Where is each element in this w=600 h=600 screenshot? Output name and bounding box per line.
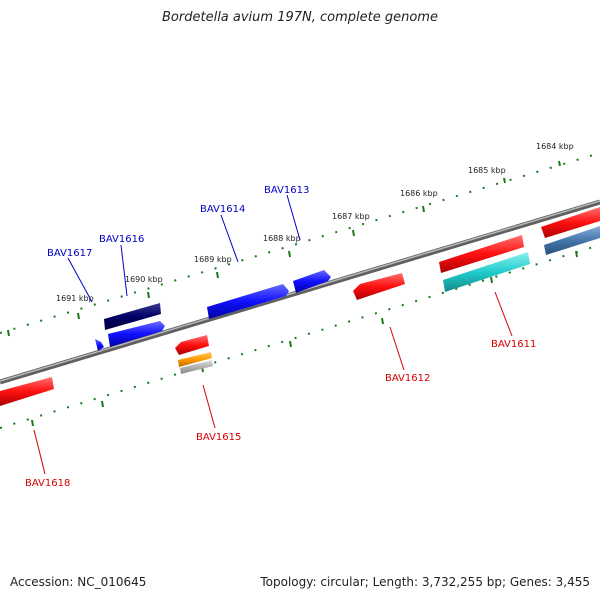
cds-feature (180, 360, 213, 374)
major-ticks (7, 160, 578, 427)
scale-label: 1687 kbp (332, 212, 370, 221)
scale-label: 1685 kbp (468, 166, 506, 175)
cds-feature (541, 207, 600, 238)
scale-label: 1691 kbp (56, 294, 94, 303)
scale-label: 1686 kbp (400, 189, 438, 198)
cds-feature (178, 352, 212, 367)
scale-label: 1689 kbp (194, 255, 232, 264)
gene-label: BAV1615 (196, 432, 241, 443)
topology-text: Topology: circular; Length: 3,732,255 bp… (260, 575, 590, 589)
gene-label: BAV1613 (264, 185, 309, 196)
cds-feature (0, 377, 54, 406)
cds-feature (108, 321, 165, 347)
cds-feature (175, 335, 209, 355)
reverse-features (0, 235, 530, 406)
scale-label: 1684 kbp (536, 142, 574, 151)
gene-label: BAV1618 (25, 478, 70, 489)
cds-feature (104, 303, 161, 330)
gene-label: BAV1617 (47, 248, 92, 259)
cds-feature (439, 235, 524, 273)
gene-labels: BAV1617 BAV1616 BAV1614 BAV1613 BAV1611 … (25, 185, 536, 489)
scale-label: 1690 kbp (125, 275, 163, 284)
cds-feature (95, 339, 104, 351)
inner-scale-track (0, 244, 600, 429)
forward-features (95, 207, 600, 351)
accession-text: Accession: NC_010645 (10, 575, 147, 589)
cds-feature (544, 226, 600, 255)
cds-feature (353, 273, 405, 300)
cds-feature (443, 252, 530, 292)
map-title: Bordetella avium 197N, complete genome (162, 10, 438, 25)
gene-label: BAV1614 (200, 204, 245, 215)
gene-label: BAV1611 (491, 339, 536, 350)
leader-lines (33, 194, 513, 475)
scale-labels: 1684 kbp 1685 kbp 1686 kbp 1687 kbp 1688… (56, 142, 574, 303)
gene-label: BAV1612 (385, 373, 430, 384)
cds-feature (207, 284, 289, 319)
gene-label: BAV1616 (99, 234, 144, 245)
scale-label: 1688 kbp (263, 234, 301, 243)
cds-feature (293, 270, 331, 293)
